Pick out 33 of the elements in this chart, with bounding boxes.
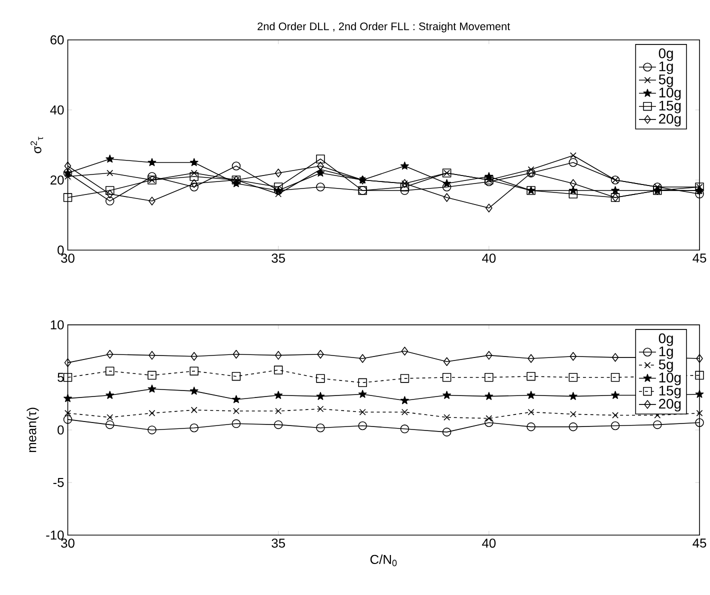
y-tick-label: 0 [58,246,64,255]
y-tick-label: 0 [58,425,64,435]
legend-label: 10g [659,88,681,100]
chart-title: 2nd Order DLL , 2nd Order FLL : Straight Movement [258,22,510,32]
x-tick-label: 30 [61,538,74,548]
x-tick-label: 40 [482,538,496,548]
legend-label: 1g [659,62,673,74]
x-tick-label: 30 [61,254,74,263]
legend-label: 5g [658,360,673,372]
y-tick-label: 10 [50,320,64,330]
x-tick-label: 40 [482,254,496,263]
legend-label: 20g [659,114,681,126]
legend-title: 0g [658,48,673,62]
y-tick-label: 40 [50,105,64,115]
legend-label: 15g [659,386,681,398]
legend-label: 1g [659,346,673,360]
x-tick-label: 45 [692,538,706,548]
legend-title: 0g [658,333,673,346]
x-tick-label: 35 [272,254,285,263]
x-tick-label: 45 [692,254,706,263]
legend-label: 5g [658,74,673,88]
y-tick-label: 20 [50,176,64,185]
y-tick-label: -5 [53,478,64,488]
y-tick-label: 60 [50,35,64,44]
x-tick-label: 35 [272,538,285,548]
y-axis-title: mean(τ) [26,408,39,452]
legend-label: 20g [659,398,681,412]
x-axis-title: C/N$_{0}$ [370,554,397,566]
y-axis-title: σ$^{2}$τ [30,136,44,154]
y-tick-label: 5 [58,372,64,382]
y-tick-label: -10 [46,530,64,540]
legend-label: 10g [659,372,681,386]
legend-label: 15g [659,100,681,114]
